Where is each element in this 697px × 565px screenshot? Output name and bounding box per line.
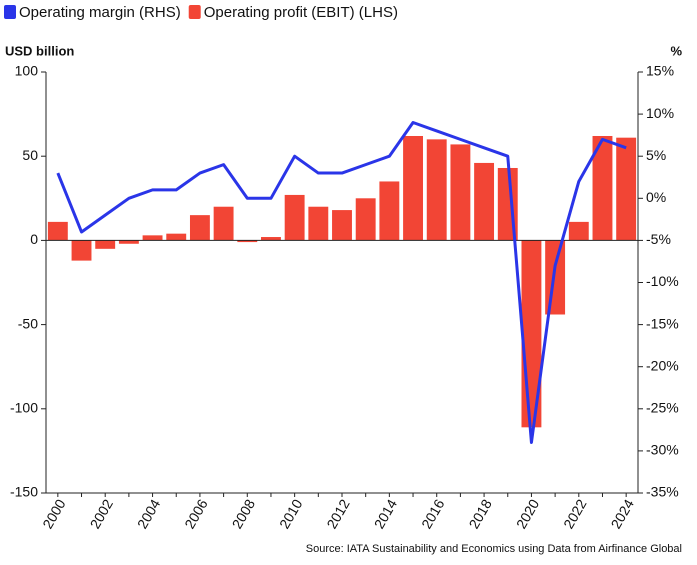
bar [426, 139, 447, 241]
x-tick-label: 2006 [181, 496, 211, 531]
y2-axis-label: % [670, 43, 682, 58]
bar [189, 215, 210, 241]
y2-tick-label: -35% [646, 484, 679, 500]
bar [213, 206, 234, 241]
bar [284, 194, 305, 241]
legend-label: Operating margin (RHS) [19, 4, 181, 21]
bar [95, 240, 116, 249]
legend-label: Operating profit (EBIT) (LHS) [204, 4, 398, 21]
x-tick-label: 2000 [39, 496, 69, 531]
bar [71, 240, 92, 261]
x-tick-label: 2010 [276, 496, 306, 531]
y2-tick-label: -30% [646, 442, 679, 458]
x-tick-label: 2018 [465, 496, 495, 531]
bar [379, 181, 400, 241]
y2-tick-label: 10% [646, 105, 674, 121]
bar [166, 233, 187, 241]
legend-swatch [4, 5, 16, 19]
bar [568, 221, 589, 241]
x-tick-label: 2004 [134, 496, 164, 531]
bar [308, 206, 329, 241]
x-tick-label: 2024 [608, 496, 638, 531]
bar [355, 198, 376, 241]
x-tick-label: 2022 [560, 496, 590, 531]
bar [142, 235, 163, 241]
x-tick-label: 2008 [229, 496, 259, 531]
y-tick-label: 50 [22, 147, 38, 163]
x-tick-label: 2016 [418, 496, 448, 531]
x-tick-label: 2002 [87, 496, 117, 531]
y-tick-label: 100 [15, 63, 39, 79]
y2-tick-label: 0% [646, 189, 666, 205]
bar [545, 240, 566, 315]
x-tick-label: 2012 [323, 496, 353, 531]
y2-tick-label: -15% [646, 315, 679, 331]
bar [450, 144, 471, 241]
bar [592, 135, 613, 241]
bar [47, 221, 68, 241]
bar [237, 240, 258, 243]
bar [261, 237, 281, 241]
y2-tick-label: -10% [646, 273, 679, 289]
y-axis-label: USD billion [5, 43, 74, 58]
y-tick-label: -100 [10, 400, 38, 416]
bar [616, 137, 637, 241]
x-tick-label: 2014 [371, 496, 401, 531]
y-tick-label: -150 [10, 484, 38, 500]
bar [332, 210, 352, 241]
y2-tick-label: -25% [646, 400, 679, 416]
y2-tick-label: -20% [646, 357, 679, 373]
bar [403, 135, 423, 241]
y2-tick-label: 5% [646, 147, 666, 163]
bar [474, 162, 495, 241]
legend-swatch [188, 5, 201, 19]
y2-tick-label: -5% [646, 231, 671, 247]
x-tick-label: 2020 [513, 496, 543, 531]
y-tick-label: -50 [18, 315, 38, 331]
y2-tick-label: 15% [646, 63, 674, 79]
bar [118, 240, 139, 244]
y-tick-label: 0 [30, 231, 38, 247]
line [56, 121, 627, 444]
source: Source: IATA Sustainability and Economic… [306, 543, 682, 555]
